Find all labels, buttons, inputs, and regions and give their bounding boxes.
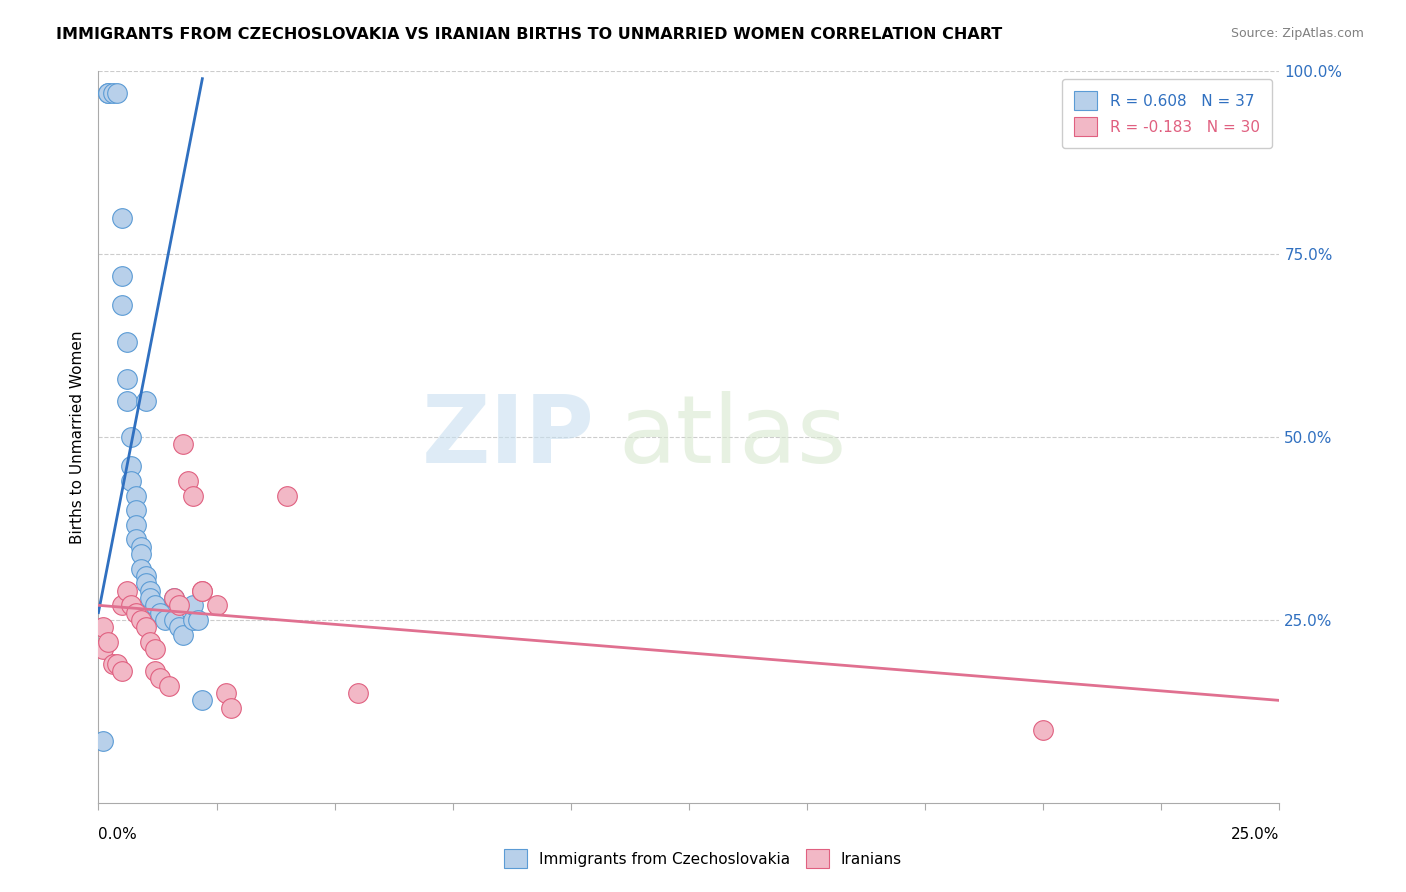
Point xyxy=(163,613,186,627)
Point xyxy=(111,664,134,678)
Point xyxy=(125,517,148,532)
Point xyxy=(135,576,157,591)
Point xyxy=(121,459,143,474)
Point xyxy=(115,393,138,408)
Point xyxy=(129,562,152,576)
Point xyxy=(101,87,124,101)
Point xyxy=(163,591,186,605)
Point xyxy=(111,269,134,284)
Legend: R = 0.608   N = 37, R = -0.183   N = 30: R = 0.608 N = 37, R = -0.183 N = 30 xyxy=(1063,79,1272,148)
Legend: Immigrants from Czechoslovakia, Iranians: Immigrants from Czechoslovakia, Iranians xyxy=(496,841,910,875)
Point xyxy=(115,334,138,349)
Point xyxy=(135,393,157,408)
Point xyxy=(105,657,128,671)
Point xyxy=(129,547,152,561)
Text: 25.0%: 25.0% xyxy=(1232,828,1279,842)
Point xyxy=(125,489,148,503)
Point xyxy=(172,437,194,451)
Point xyxy=(125,606,148,620)
Point xyxy=(149,672,172,686)
Point xyxy=(91,733,114,747)
Point xyxy=(111,211,134,225)
Point xyxy=(91,642,114,657)
Point xyxy=(101,657,124,671)
Point xyxy=(139,591,162,605)
Point xyxy=(215,686,238,700)
Point xyxy=(111,298,134,312)
Point xyxy=(125,533,148,547)
Point xyxy=(177,474,200,488)
Point xyxy=(149,606,172,620)
Point xyxy=(276,489,298,503)
Point xyxy=(347,686,370,700)
Point xyxy=(153,613,176,627)
Point xyxy=(105,87,128,101)
Point xyxy=(121,599,143,613)
Point xyxy=(121,474,143,488)
Point xyxy=(135,620,157,634)
Point xyxy=(181,599,204,613)
Point xyxy=(205,599,228,613)
Point xyxy=(129,613,152,627)
Point xyxy=(181,489,204,503)
Point xyxy=(139,635,162,649)
Point xyxy=(97,87,120,101)
Point xyxy=(157,679,180,693)
Text: ZIP: ZIP xyxy=(422,391,595,483)
Point xyxy=(181,613,204,627)
Point xyxy=(219,700,242,714)
Point xyxy=(139,583,162,598)
Point xyxy=(143,599,166,613)
Point xyxy=(191,693,214,707)
Point xyxy=(1032,723,1054,737)
Point xyxy=(115,371,138,385)
Y-axis label: Births to Unmarried Women: Births to Unmarried Women xyxy=(69,330,84,544)
Point xyxy=(191,583,214,598)
Point xyxy=(172,627,194,641)
Point xyxy=(125,503,148,517)
Point xyxy=(129,540,152,554)
Point xyxy=(97,635,120,649)
Point xyxy=(163,591,186,605)
Point xyxy=(97,87,120,101)
Point xyxy=(143,664,166,678)
Point xyxy=(167,599,190,613)
Point xyxy=(115,583,138,598)
Point xyxy=(111,599,134,613)
Text: atlas: atlas xyxy=(619,391,846,483)
Text: IMMIGRANTS FROM CZECHOSLOVAKIA VS IRANIAN BIRTHS TO UNMARRIED WOMEN CORRELATION : IMMIGRANTS FROM CZECHOSLOVAKIA VS IRANIA… xyxy=(56,27,1002,42)
Point xyxy=(135,569,157,583)
Point xyxy=(143,642,166,657)
Text: Source: ZipAtlas.com: Source: ZipAtlas.com xyxy=(1230,27,1364,40)
Text: 0.0%: 0.0% xyxy=(98,828,138,842)
Point xyxy=(121,430,143,444)
Point xyxy=(91,620,114,634)
Point xyxy=(191,583,214,598)
Point xyxy=(167,620,190,634)
Point xyxy=(187,613,209,627)
